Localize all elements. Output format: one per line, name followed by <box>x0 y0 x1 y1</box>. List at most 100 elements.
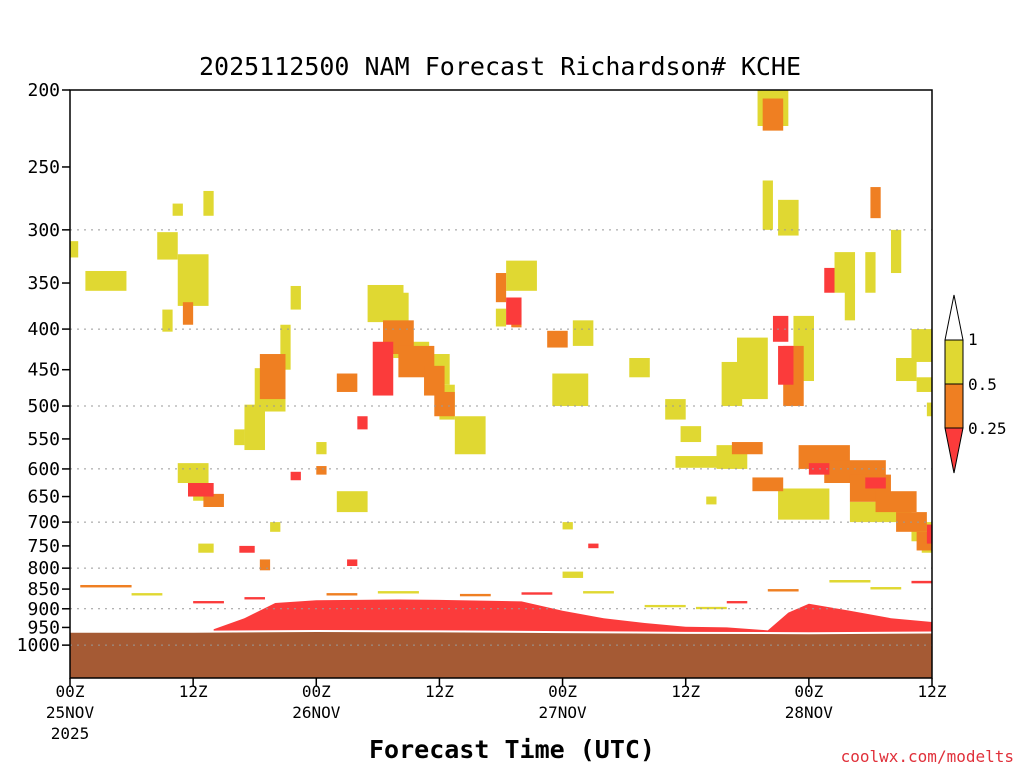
red-patch <box>824 267 835 293</box>
x-date-label-72: 28NOV <box>785 703 834 722</box>
y-tick-label-950: 950 <box>27 617 60 638</box>
yellow-patch <box>562 571 584 578</box>
y-tick-label-700: 700 <box>27 512 60 533</box>
yellow-patch <box>675 456 717 468</box>
y-tick-label-600: 600 <box>27 459 60 480</box>
x-axis-label: Forecast Time (UTC) <box>369 735 655 764</box>
ground-surface <box>70 631 932 678</box>
low-level-streak <box>377 591 419 594</box>
y-axis: 200 250 300 350 400 450 500 550 600 650 700 7508008… <box>17 80 70 656</box>
yellow-patch <box>890 229 902 274</box>
yellow-patch <box>865 252 876 293</box>
x-tick-label-48: 00Z <box>548 682 577 701</box>
y-tick-label-1000: 1000 <box>17 635 60 656</box>
yellow-patch <box>270 522 281 532</box>
yellow-patch <box>572 320 594 346</box>
orange-patch <box>259 559 271 571</box>
low-level-streak <box>521 592 553 595</box>
orange-patch <box>875 491 917 513</box>
red-patch <box>588 543 599 549</box>
yellow-patch <box>70 241 79 258</box>
orange-patch <box>434 391 455 417</box>
x-tick-label-72: 00Z <box>794 682 823 701</box>
yellow-patch <box>926 402 932 417</box>
x-date-label-0: 25NOV <box>46 703 95 722</box>
y-tick-label-200: 200 <box>27 80 60 101</box>
orange-patch <box>336 373 358 392</box>
colorbar-label-0-25: 0.25 <box>968 419 1007 438</box>
low-level-streak <box>911 580 932 584</box>
colorbar-yellow-segment <box>944 339 964 385</box>
y-tick-label-800: 800 <box>27 558 60 579</box>
low-level-streak <box>695 606 727 610</box>
yellow-patch <box>336 491 368 513</box>
colorbar-label-1: 1 <box>968 330 978 349</box>
x-date-label-24: 26NOV <box>292 703 341 722</box>
low-level-streak <box>583 591 614 594</box>
yellow-patch <box>844 283 856 321</box>
yellow-patch <box>316 442 327 455</box>
orange-patch <box>762 98 784 131</box>
x-date-label-48: 27NOV <box>538 703 587 722</box>
low-level-streak <box>767 589 799 592</box>
red-patch <box>290 471 301 481</box>
low-level-streak <box>193 601 224 604</box>
x-tick-label-84: 12Z <box>918 682 947 701</box>
y-tick-label-250: 250 <box>27 157 60 178</box>
red-patch <box>188 483 214 497</box>
colorbar-bottom-arrow <box>944 427 964 474</box>
red-patch <box>347 559 358 566</box>
y-tick-label-300: 300 <box>27 220 60 241</box>
colorbar-top-arrow <box>944 294 964 341</box>
x-axis: 00Z 25NOV 2025 12Z 00Z 26NOV 12Z 00Z 27NOV 12Z 00Z… <box>46 678 947 743</box>
orange-patch <box>182 302 194 325</box>
red-patch <box>372 341 394 396</box>
chart-title: 2025112500 NAM Forecast Richardson# KCHE <box>199 52 801 81</box>
yellow-patch <box>665 399 686 420</box>
y-tick-label-850: 850 <box>27 579 60 600</box>
plot-frame <box>69 89 933 679</box>
low-level-streak <box>644 604 686 608</box>
yellow-patch <box>234 429 245 446</box>
yellow-patch <box>85 270 127 291</box>
yellow-patch <box>737 337 768 400</box>
yellow-patch <box>162 309 173 332</box>
low-level-streak <box>131 593 163 596</box>
yellow-patch <box>762 180 773 230</box>
orange-patch <box>259 354 286 400</box>
orange-patch <box>203 493 224 507</box>
ground-surface-line <box>70 630 932 635</box>
x-tick-label-0: 00Z <box>56 682 85 701</box>
yellow-patch <box>916 377 932 392</box>
colorbar-label-0-5: 0.5 <box>968 375 997 394</box>
y-tick-label-550: 550 <box>27 429 60 450</box>
red-patch <box>772 315 789 342</box>
y-tick-label-450: 450 <box>27 360 60 381</box>
yellow-patch <box>778 199 799 236</box>
colorbar-legend: 1 0.5 0.25 <box>944 294 1007 474</box>
low-level-streak <box>829 580 871 583</box>
yellow-patch <box>706 496 717 505</box>
orange-patch <box>547 330 568 348</box>
yellow-patch <box>778 488 830 520</box>
y-tick-label-500: 500 <box>27 396 60 417</box>
colorbar-orange-segment <box>944 383 964 429</box>
red-patch <box>239 545 255 553</box>
red-patch <box>865 477 886 489</box>
red-patch <box>778 345 794 385</box>
x-tick-label-36: 12Z <box>425 682 454 701</box>
plot-area <box>70 90 932 678</box>
yellow-patch <box>198 543 214 553</box>
yellow-patch <box>896 358 917 382</box>
x-tick-label-60: 12Z <box>671 682 700 701</box>
yellow-patch <box>454 416 486 455</box>
yellow-patch <box>911 329 932 362</box>
yellow-patch <box>629 358 650 378</box>
yellow-patch <box>244 404 265 451</box>
orange-patch <box>731 442 763 455</box>
yellow-patch <box>172 203 183 216</box>
x-tick-label-12: 12Z <box>179 682 208 701</box>
yellow-patch <box>495 308 507 327</box>
yellow-patch <box>280 324 291 370</box>
